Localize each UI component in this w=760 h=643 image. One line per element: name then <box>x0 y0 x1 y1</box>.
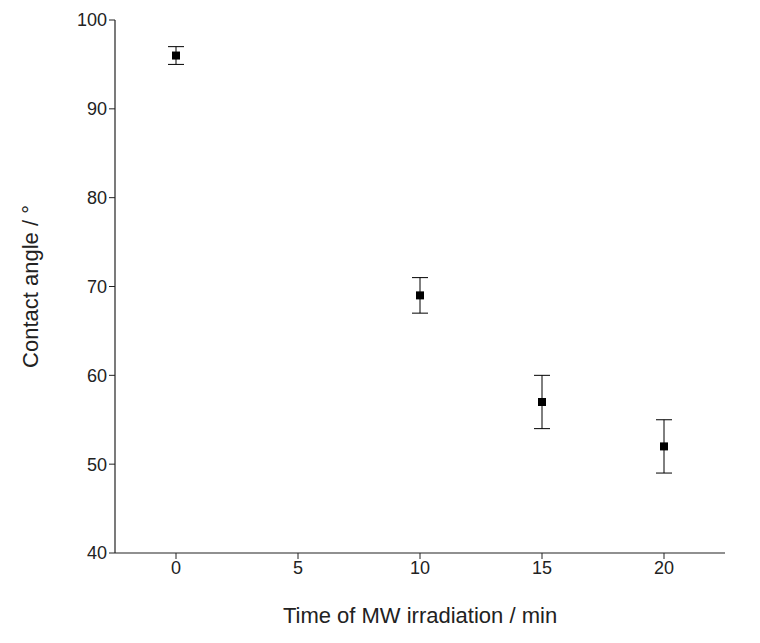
svg-text:90: 90 <box>87 99 107 119</box>
svg-text:Contact angle / °: Contact angle / ° <box>18 205 43 368</box>
svg-text:70: 70 <box>87 277 107 297</box>
svg-text:60: 60 <box>87 366 107 386</box>
svg-text:0: 0 <box>171 558 181 578</box>
svg-text:20: 20 <box>654 558 674 578</box>
svg-text:5: 5 <box>293 558 303 578</box>
svg-text:50: 50 <box>87 455 107 475</box>
svg-text:Time of MW irradiation / min: Time of MW irradiation / min <box>283 603 557 628</box>
svg-text:40: 40 <box>87 543 107 563</box>
svg-text:100: 100 <box>77 10 107 30</box>
svg-text:80: 80 <box>87 188 107 208</box>
svg-text:15: 15 <box>532 558 552 578</box>
svg-text:10: 10 <box>410 558 430 578</box>
